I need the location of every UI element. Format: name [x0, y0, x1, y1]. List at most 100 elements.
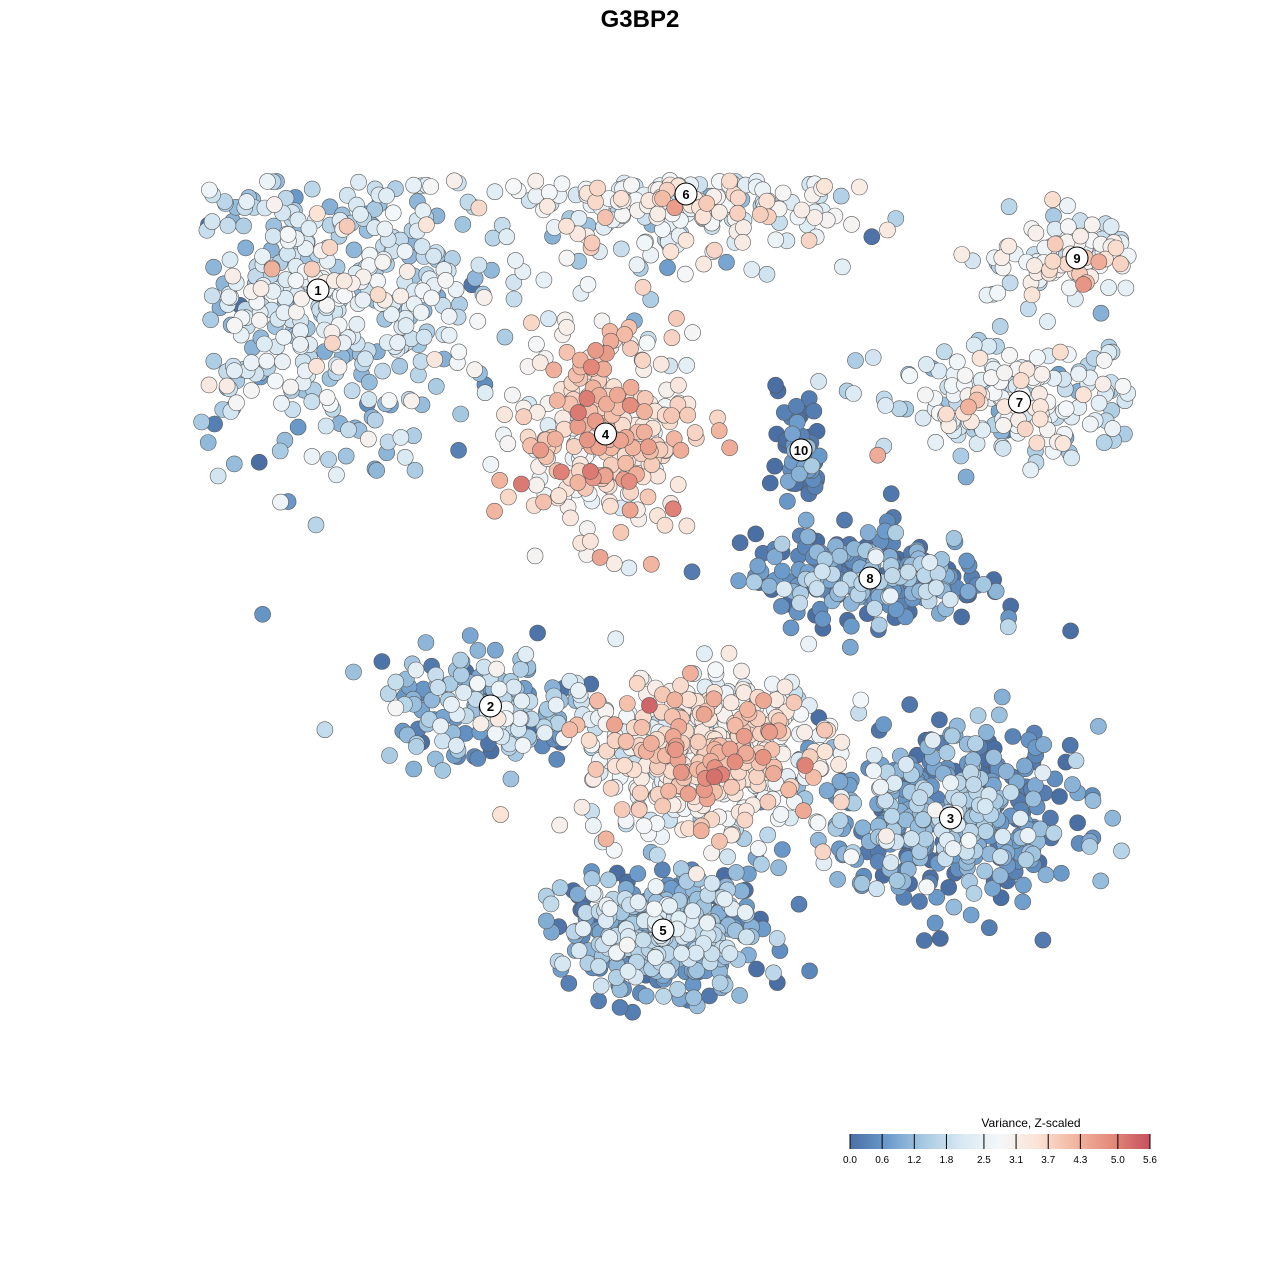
data-point — [1061, 279, 1078, 297]
data-point — [271, 442, 289, 460]
legend-colorbar — [850, 1134, 1150, 1149]
cluster-label-text: 7 — [1016, 395, 1023, 410]
data-point — [784, 425, 801, 443]
data-point — [205, 258, 222, 276]
data-point — [864, 349, 882, 366]
data-point — [711, 974, 729, 992]
data-point — [842, 848, 860, 866]
data-point — [412, 304, 430, 321]
data-point — [729, 189, 747, 207]
data-point — [1026, 257, 1043, 275]
data-point — [645, 900, 663, 918]
data-point — [1104, 809, 1121, 827]
data-point — [427, 378, 445, 395]
data-point — [617, 732, 635, 750]
data-point — [352, 206, 369, 223]
data-point — [289, 418, 307, 436]
legend-tick-label: 5.0 — [1111, 1155, 1125, 1166]
cluster-label-text: 5 — [659, 923, 666, 938]
data-point — [1054, 435, 1072, 452]
data-point — [597, 830, 615, 848]
data-point — [730, 572, 748, 590]
data-point — [469, 312, 487, 330]
data-point — [272, 493, 289, 511]
data-point — [380, 392, 398, 409]
data-point — [736, 811, 754, 829]
data-point — [993, 688, 1011, 706]
data-point — [384, 204, 402, 222]
data-point — [300, 220, 318, 237]
data-point — [558, 318, 576, 336]
data-point — [366, 411, 384, 429]
data-point — [878, 827, 895, 845]
data-point — [635, 423, 653, 441]
data-point — [548, 751, 566, 768]
data-point — [551, 816, 569, 834]
data-point — [1016, 420, 1034, 438]
data-point — [502, 770, 520, 788]
data-point — [875, 716, 892, 733]
data-point — [882, 485, 900, 503]
data-point — [450, 441, 467, 459]
data-point — [582, 358, 600, 376]
data-point — [1114, 377, 1132, 395]
data-point — [553, 175, 571, 193]
data-point — [992, 848, 1009, 866]
legend-tick-label: 2.5 — [977, 1155, 991, 1166]
data-point — [743, 261, 761, 278]
data-point — [504, 386, 521, 404]
data-point — [1084, 792, 1102, 809]
data-point — [1069, 814, 1086, 832]
data-point — [940, 879, 958, 896]
data-point — [775, 580, 793, 598]
data-point — [601, 929, 618, 947]
data-point — [330, 358, 348, 376]
data-point — [887, 524, 905, 542]
data-point — [733, 662, 750, 680]
data-point — [328, 466, 345, 484]
cluster-label-text: 8 — [866, 571, 873, 586]
data-point — [250, 453, 268, 471]
data-point — [759, 793, 777, 811]
data-point — [841, 638, 859, 656]
data-point — [1107, 239, 1125, 257]
data-point — [692, 822, 710, 840]
data-point — [1001, 346, 1018, 364]
data-point — [1063, 449, 1080, 467]
data-point — [611, 999, 629, 1016]
data-point — [266, 372, 284, 390]
data-point — [338, 217, 356, 235]
data-point — [926, 914, 944, 932]
data-point — [455, 684, 473, 701]
data-point — [631, 784, 649, 802]
cluster-label-text: 10 — [794, 443, 808, 458]
data-point — [263, 260, 281, 278]
data-point — [590, 992, 607, 1010]
data-point — [832, 580, 850, 598]
data-point — [616, 757, 633, 774]
data-point — [226, 455, 243, 473]
data-point — [410, 366, 427, 384]
cluster-label-text: 4 — [602, 427, 610, 442]
data-point — [958, 552, 976, 570]
data-point — [535, 493, 552, 511]
data-point — [526, 547, 544, 565]
data-point — [678, 356, 696, 374]
data-point — [688, 962, 706, 979]
data-point — [971, 349, 989, 367]
cluster-label-text: 1 — [314, 283, 321, 298]
data-point — [654, 797, 672, 815]
data-point — [488, 660, 505, 678]
data-point — [528, 476, 545, 494]
data-point — [758, 265, 776, 283]
data-point — [636, 403, 653, 420]
data-point — [661, 897, 678, 915]
data-point — [945, 530, 963, 547]
data-point — [773, 597, 790, 615]
data-point — [642, 734, 660, 752]
data-point — [432, 717, 449, 735]
data-point — [686, 424, 704, 441]
data-point — [813, 563, 831, 580]
data-point — [736, 903, 754, 921]
data-point — [995, 417, 1012, 434]
